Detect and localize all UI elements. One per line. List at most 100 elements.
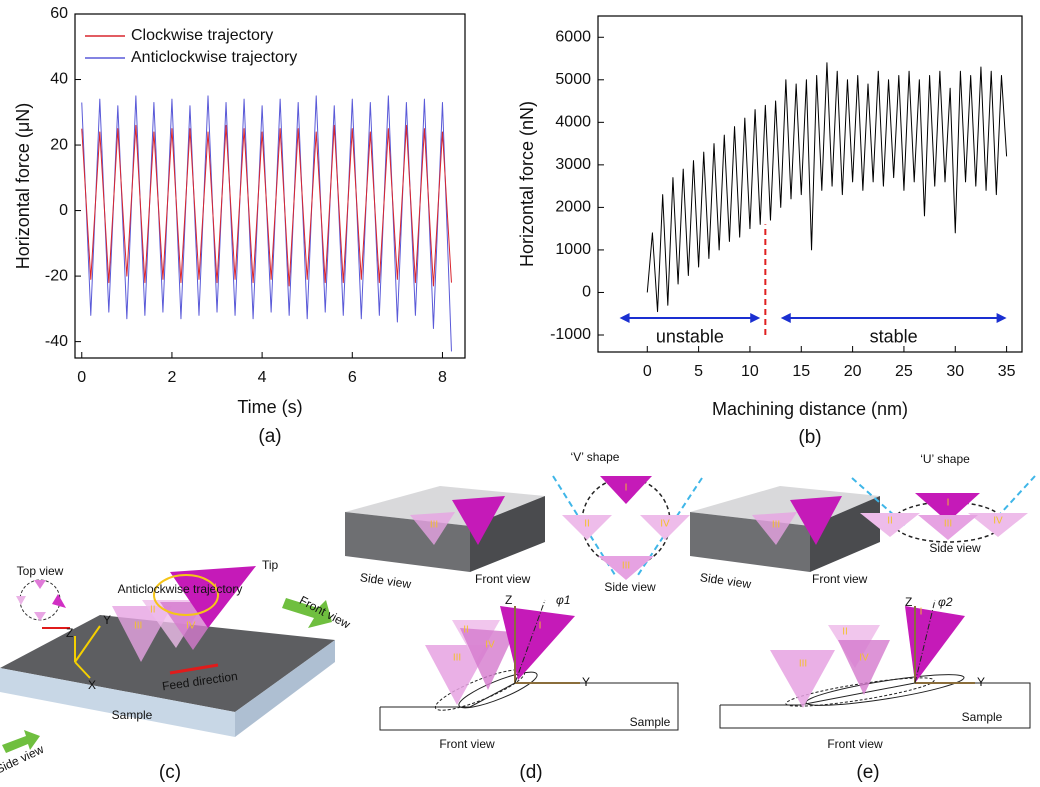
label: I [625,483,628,494]
annotation-label: stable [870,327,918,347]
plot-frame [597,15,1023,353]
label: Sample [112,708,153,722]
label: Z [905,595,912,609]
y-tick-label: 60 [50,5,68,22]
label: Y [103,613,111,627]
label: III [134,621,142,632]
x-tick-label: 10 [741,363,759,380]
pyramid [918,515,978,540]
shape [34,580,46,589]
y-tick-label: 0 [59,202,68,219]
trajectory [458,671,538,709]
label: III [799,659,807,670]
pyramid [460,628,515,690]
label: ‘V’ shape [571,450,620,464]
x-tick-label: 8 [438,369,447,386]
caption: (d) [519,762,542,783]
label: II [150,605,156,616]
diagram-d: ‘V’ shape Side view Side view Front view… [345,450,703,783]
label: Z [66,626,73,640]
shape [16,596,26,605]
label: I [214,583,217,594]
front-view-arrow [282,598,332,628]
pyramid [598,556,654,580]
y-tick-label: 40 [50,71,68,88]
x-tick-label: 6 [348,369,357,386]
x-tick-label: 35 [998,363,1016,380]
label: Front view [812,572,868,586]
diagram-e: ‘U’ shape Side view Side view Front view… [690,452,1036,783]
label: Anticlockwise trajectory [118,582,243,596]
y-tick-label: 4000 [555,114,591,131]
label: II [584,519,590,530]
caption: (b) [798,427,821,448]
u-line [851,477,906,526]
label: II [887,516,893,527]
arrow-head [750,312,761,323]
x-tick-label: 4 [258,369,267,386]
label: II [463,625,469,636]
pyramid [562,515,612,540]
arrow-head [996,312,1007,323]
label: φ1 [556,593,571,607]
caption: (e) [856,762,879,783]
label: Sample [962,710,1003,724]
label: III [622,561,630,572]
label: III [453,653,461,664]
label: Sample [630,715,671,729]
shape [52,594,66,608]
label: II [842,627,848,638]
pyramid [500,606,575,680]
legend-label: Anticlockwise trajectory [131,49,297,66]
label: IV [993,516,1003,527]
box-side [470,496,545,572]
x-tick-label: 30 [946,363,964,380]
y-axis-title: Horizontal force (nN) [517,101,537,267]
y-tick-label: 5000 [555,71,591,88]
axis [74,625,101,663]
label: Front view [439,737,495,751]
plot-frame [74,13,466,359]
legend-label: Clockwise trajectory [131,27,273,44]
annotation-label: unstable [656,327,724,347]
series-line [81,95,452,352]
label: Y [582,675,590,689]
trajectory [785,677,935,707]
y-axis-title: Horizontal force (μN) [13,103,33,269]
pyramid-I [170,566,256,628]
label: Front view [827,737,883,751]
x-axis-title: Time (s) [237,397,302,417]
label: Side view [604,580,656,594]
y-tick-label: 0 [582,284,591,301]
y-tick-label: 20 [50,136,68,153]
y-tick-label: -40 [45,333,68,350]
label: IV [485,640,495,651]
label: Side view [929,541,981,555]
label: I [920,607,923,618]
pyramid [752,512,797,545]
side-view-arrow [2,730,40,753]
x-tick-label: 20 [844,363,862,380]
x-tick-label: 0 [643,363,652,380]
shape [34,612,46,621]
label: IV [859,653,869,664]
pyramid [770,650,835,708]
label: Top view [17,564,64,578]
y-tick-label: 2000 [555,199,591,216]
sample-outline [719,682,1031,729]
label: φ2 [938,595,953,609]
pyramid [838,640,890,695]
trajectory [153,574,219,616]
label: Z [505,593,512,607]
label: IV [186,621,196,632]
y-tick-label: -1000 [550,326,591,343]
y-tick-label: 6000 [555,28,591,45]
series-line [646,62,1008,313]
x-tick-label: 25 [895,363,913,380]
y-tick-label: 1000 [555,241,591,258]
label: Y [977,675,985,689]
pyramid [410,512,455,545]
pyramid [915,493,980,522]
pyramid [968,513,1028,537]
diagram-c: Top view Anticlockwise trajectory Tip Fr… [0,558,353,783]
